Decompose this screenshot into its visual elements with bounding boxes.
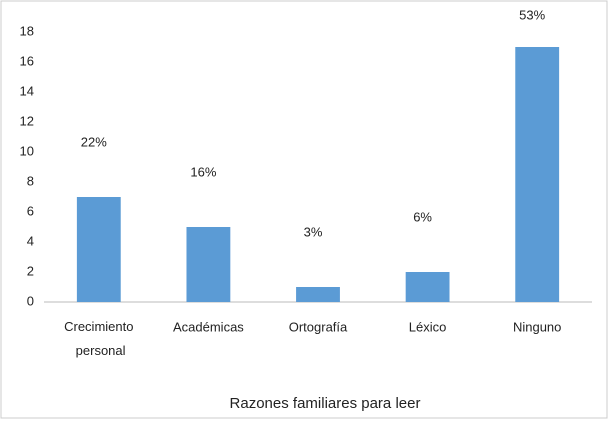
bar <box>186 227 231 302</box>
x-tick-label: Ninguno <box>513 319 561 334</box>
data-label: 53% <box>519 7 545 22</box>
x-tick-label: Ortografía <box>289 319 348 334</box>
x-axis-title: Razones familiares para leer <box>230 395 421 412</box>
y-tick-label: 16 <box>20 53 34 68</box>
y-tick-label: 18 <box>20 23 34 38</box>
x-tick-label: Académicas <box>173 319 244 334</box>
bar <box>296 287 340 302</box>
data-label: 16% <box>190 164 216 179</box>
y-tick-label: 10 <box>20 143 34 158</box>
bar <box>405 272 450 302</box>
y-tick-label: 14 <box>20 83 34 98</box>
y-tick-label: 4 <box>27 233 34 248</box>
data-label: 3% <box>304 224 323 239</box>
y-tick-label: 12 <box>20 113 34 128</box>
x-tick-label: Léxico <box>409 319 447 334</box>
y-tick-label: 2 <box>27 263 34 278</box>
bar <box>515 47 560 302</box>
data-label: 6% <box>413 209 432 224</box>
x-tick-label: Crecimiento personal <box>64 319 133 358</box>
bar <box>76 197 121 302</box>
data-label: 22% <box>81 134 107 149</box>
y-tick-label: 6 <box>27 203 34 218</box>
y-tick-label: 8 <box>27 173 34 188</box>
y-tick-label: 0 <box>27 293 34 308</box>
